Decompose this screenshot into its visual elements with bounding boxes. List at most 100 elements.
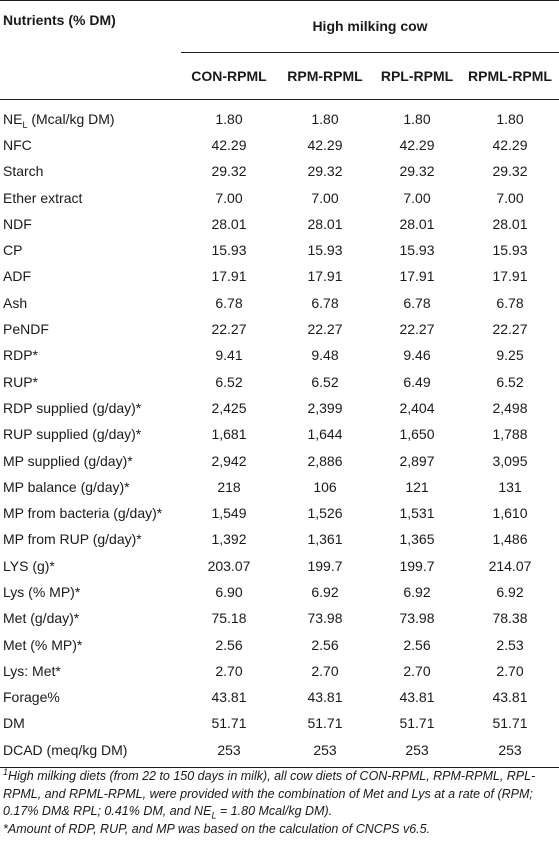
value-cell: 43.81 — [399, 689, 435, 706]
value-cell: 2.56 — [215, 636, 243, 653]
table-row: Lys (% MP)* 6.90 6.92 6.92 6.92 — [0, 579, 559, 605]
value-cell: 253 — [181, 736, 277, 768]
value-cell: 29.32 — [211, 163, 247, 180]
value-cell: 73.98 — [307, 610, 343, 627]
value-cell: 51.71 — [492, 715, 528, 732]
value-cell: 253 — [461, 736, 559, 768]
value-cell: 1,526 — [307, 505, 343, 522]
value-cell: 1,549 — [211, 505, 247, 522]
value-cell: 1,610 — [492, 505, 528, 522]
row-label: MP from RUP (g/day)* — [3, 531, 142, 548]
value-cell: 17.91 — [492, 268, 528, 285]
row-label-suffix: (Mcal/kg DM) — [27, 110, 115, 127]
value-cell: 7.00 — [215, 189, 243, 206]
value-cell: 2,399 — [307, 399, 343, 416]
table-row: CP 15.93 15.93 15.93 15.93 — [0, 237, 559, 263]
value-cell: 2.53 — [496, 636, 524, 653]
value-cell: 1,392 — [211, 531, 247, 548]
value-cell: 7.00 — [496, 189, 524, 206]
row-label: LYS (g)* — [3, 557, 55, 574]
value-cell: 75.18 — [211, 610, 247, 627]
table-row: NDF 28.01 28.01 28.01 28.01 — [0, 211, 559, 237]
value-cell: 199.7 — [399, 557, 435, 574]
value-cell: 42.29 — [307, 136, 343, 153]
value-cell: 6.92 — [496, 583, 524, 600]
value-cell: 6.78 — [403, 294, 431, 311]
value-cell: 7.00 — [403, 189, 431, 206]
value-cell: 2.70 — [403, 662, 431, 679]
table-row: MP from RUP (g/day)* 1,392 1,361 1,365 1,486 — [0, 526, 559, 552]
value-cell: 6.92 — [403, 583, 431, 600]
value-cell: 15.93 — [399, 242, 435, 259]
footnote-1: 1High milking diets (from 22 to 150 days… — [3, 767, 556, 821]
value-cell: 214.07 — [488, 557, 532, 574]
value-cell: 2,498 — [492, 399, 528, 416]
value-cell: 6.78 — [311, 294, 339, 311]
value-cell: 2.56 — [311, 636, 339, 653]
value-cell: 6.78 — [496, 294, 524, 311]
value-cell: 42.29 — [399, 136, 435, 153]
table-row: RUP* 6.52 6.52 6.49 6.52 — [0, 368, 559, 394]
value-cell: 6.92 — [311, 583, 339, 600]
column-header-rpm-rpml: RPM-RPML — [277, 52, 373, 100]
table-row: Lys: Met* 2.70 2.70 2.70 2.70 — [0, 658, 559, 684]
value-cell: 29.32 — [307, 163, 343, 180]
value-cell: 1.80 — [496, 110, 524, 127]
value-cell: 29.32 — [492, 163, 528, 180]
value-cell: 1.80 — [311, 110, 339, 127]
corner-header: Nutrients (% DM) — [0, 0, 181, 52]
value-cell: 6.52 — [215, 373, 243, 390]
value-cell: 2.70 — [215, 662, 243, 679]
value-cell: 253 — [373, 736, 461, 768]
value-cell: 17.91 — [211, 268, 247, 285]
value-cell: 17.91 — [399, 268, 435, 285]
value-cell: 1.80 — [403, 110, 431, 127]
value-cell: 1.80 — [215, 110, 243, 127]
row-label: NDF — [3, 215, 32, 232]
table-row: MP from bacteria (g/day)* 1,549 1,526 1,531… — [0, 500, 559, 526]
value-cell: 6.90 — [215, 583, 243, 600]
table-body: NEL (Mcal/kg DM) 1.80 1.80 1.80 1.80 NFC 42.29… — [0, 99, 559, 768]
value-cell: 2.56 — [403, 636, 431, 653]
footnote-1-subscript: L — [211, 810, 217, 821]
footnote-1-text-b: = 1.80 Mcal/kg DM). — [216, 804, 333, 818]
value-cell: 1,365 — [399, 531, 435, 548]
value-cell: 22.27 — [307, 321, 343, 338]
value-cell: 106 — [313, 478, 337, 495]
value-cell: 43.81 — [492, 689, 528, 706]
value-cell: 2,897 — [399, 452, 435, 469]
nutrient-composition-table: Nutrients (% DM) High milking cow CON-RP… — [0, 0, 559, 768]
value-cell: 51.71 — [399, 715, 435, 732]
row-label: NFC — [3, 136, 32, 153]
value-cell: 51.71 — [211, 715, 247, 732]
value-cell: 15.93 — [211, 242, 247, 259]
row-label: PeNDF — [3, 321, 49, 338]
value-cell: 43.81 — [307, 689, 343, 706]
table-row: PeNDF 22.27 22.27 22.27 22.27 — [0, 316, 559, 342]
row-label: Lys: Met* — [3, 662, 61, 679]
row-label-prefix: NE — [3, 110, 23, 127]
blank-header-cell — [0, 52, 181, 100]
table-row: DCAD (meq/kg DM) 253 253 253 253 — [0, 736, 559, 768]
value-cell: 218 — [217, 478, 241, 495]
value-cell: 1,361 — [307, 531, 343, 548]
row-label: Starch — [3, 163, 44, 180]
row-label: NEL (Mcal/kg DM) — [0, 99, 181, 132]
row-label: Met (g/day)* — [3, 610, 80, 627]
value-cell: 2,886 — [307, 452, 343, 469]
table-row: Forage% 43.81 43.81 43.81 43.81 — [0, 684, 559, 710]
table-row: RUP supplied (g/day)* 1,681 1,644 1,650 1,78… — [0, 421, 559, 447]
footnote-1-text-a: High milking diets (from 22 to 150 days … — [3, 769, 536, 818]
value-cell: 253 — [277, 736, 373, 768]
table-row: MP balance (g/day)* 218 106 121 131 — [0, 474, 559, 500]
table-row: LYS (g)* 203.07 199.7 199.7 214.07 — [0, 553, 559, 579]
row-label: Met (% MP)* — [3, 636, 83, 653]
table-row: Starch 29.32 29.32 29.32 29.32 — [0, 158, 559, 184]
row-label: RUP supplied (g/day)* — [3, 426, 142, 443]
value-cell: 29.32 — [399, 163, 435, 180]
group-header: High milking cow — [181, 0, 559, 53]
value-cell: 28.01 — [492, 215, 528, 232]
row-label: ADF — [3, 268, 31, 285]
value-cell: 7.00 — [311, 189, 339, 206]
value-cell: 43.81 — [211, 689, 247, 706]
